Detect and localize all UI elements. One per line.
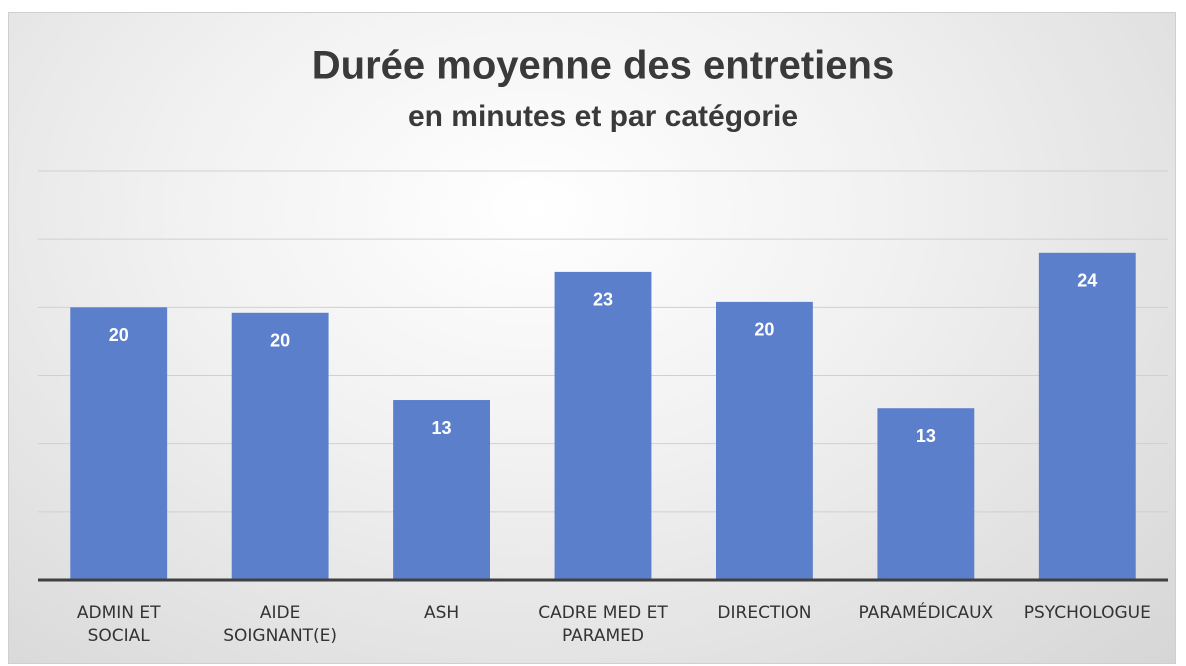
data-label: 23: [593, 290, 613, 310]
data-label: 20: [754, 320, 774, 340]
bar: [231, 312, 329, 580]
x-tick-label: CADRE MED ET PARAMED: [538, 603, 668, 646]
x-tick-label: AIDE SOIGNANT(E): [223, 603, 338, 646]
x-tick-label: DIRECTION: [717, 603, 812, 623]
data-label: 20: [270, 331, 290, 351]
data-label: 24: [1077, 271, 1097, 291]
data-label: 13: [916, 426, 936, 446]
bar: [716, 301, 813, 580]
x-tick-label: ASH: [423, 603, 460, 623]
bar: [554, 271, 652, 580]
bar: [1038, 252, 1136, 581]
x-tick-label: ADMIN ET SOCIAL: [76, 603, 161, 646]
bar: [70, 307, 168, 580]
data-label: 20: [109, 325, 129, 345]
x-tick-label: PSYCHOLOGUE: [1023, 603, 1151, 623]
chart-title: Durée moyenne des entretiens: [312, 44, 894, 88]
chart-subtitle: en minutes et par catégorie: [408, 100, 798, 133]
data-label: 13: [432, 418, 452, 438]
bar: [393, 400, 490, 580]
bar: [877, 408, 975, 580]
x-tick-label: PARAMÉDICAUX: [858, 603, 994, 623]
